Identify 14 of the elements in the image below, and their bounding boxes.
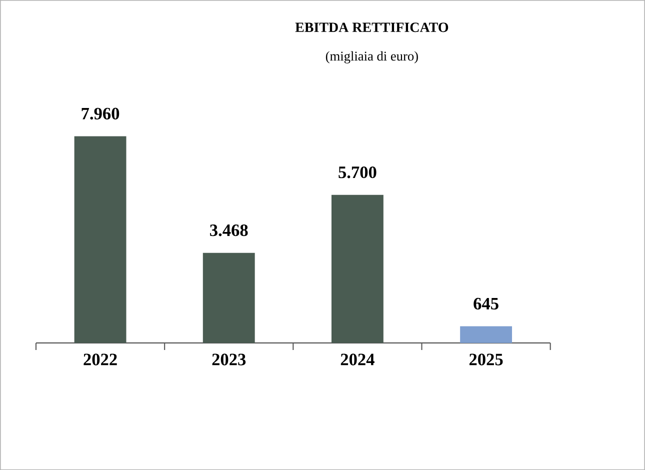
data-label: 5.700 (338, 166, 376, 178)
bar (460, 326, 512, 343)
chart-subtitle: (migliaia di euro) (326, 51, 418, 64)
chart-title: EBITDA RETTIFICATO (295, 22, 448, 32)
data-label: 7.960 (82, 108, 120, 120)
x-tick-label: 2025 (469, 354, 503, 366)
x-tick-label: 2022 (84, 354, 117, 366)
bar (202, 252, 255, 343)
x-tick-label: 2023 (212, 354, 246, 366)
data-label: 3.468 (210, 224, 248, 236)
bar (331, 194, 384, 343)
x-tick-label: 2024 (340, 354, 374, 366)
data-label: 645 (474, 298, 498, 310)
bar (74, 136, 126, 343)
